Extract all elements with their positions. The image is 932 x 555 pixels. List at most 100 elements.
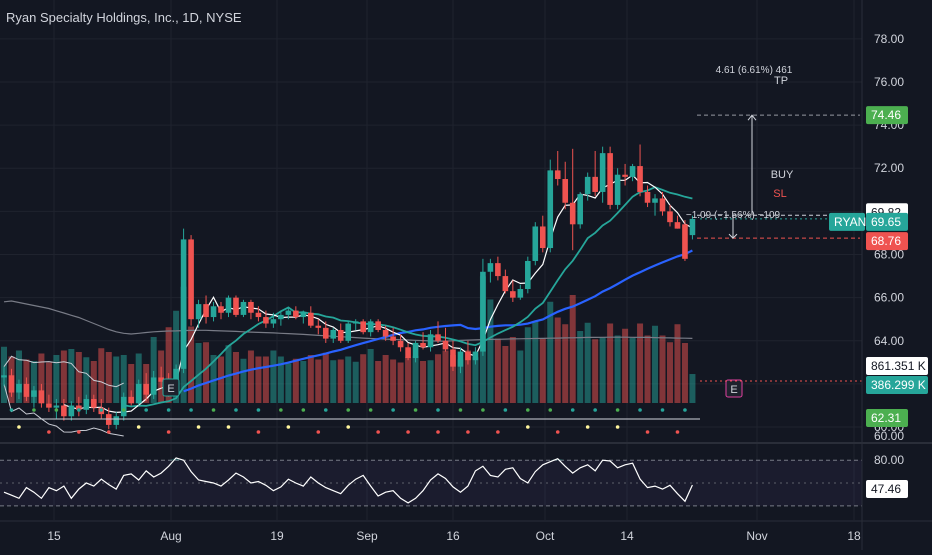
volume-bar [487, 299, 494, 403]
signal-dot [77, 430, 81, 434]
candle-body [637, 166, 643, 192]
pane-dividers [0, 442, 932, 522]
sl-label: SL [773, 188, 786, 200]
volume-bar [592, 339, 599, 403]
volume-bar [584, 322, 591, 403]
candle-body [517, 289, 524, 298]
candle-body [218, 306, 224, 313]
candle-body [76, 405, 82, 410]
signal-dot [570, 408, 575, 412]
volume-bar [225, 345, 232, 403]
volume-bar [75, 352, 82, 403]
candle-body [135, 383, 142, 404]
earnings-marker-upcoming[interactable]: E [725, 379, 743, 398]
candle-body [442, 340, 449, 350]
earnings-marker-aug[interactable]: E [162, 378, 180, 397]
signal-dot [166, 408, 171, 412]
candle-body [457, 351, 464, 367]
symbol-tag: RYAN [834, 215, 866, 229]
signal-dot [144, 408, 148, 412]
candle-body [23, 383, 30, 397]
volume-bar [427, 360, 434, 403]
volume-bar [442, 350, 449, 403]
candle-body [143, 383, 149, 395]
volume-bar [524, 327, 531, 403]
volume-bar [135, 353, 142, 403]
volume-bar [382, 355, 389, 403]
candle-body [577, 194, 583, 225]
volume-bar [614, 335, 621, 403]
signal-dot [106, 430, 111, 434]
candle-body [120, 396, 127, 417]
signal-dot [368, 408, 373, 412]
volume-bar [569, 295, 576, 403]
candle-body [652, 198, 658, 203]
candle-body [345, 323, 352, 341]
candle-body [278, 314, 284, 320]
volume-bar [622, 328, 629, 403]
candle-body [188, 239, 194, 320]
candle-body [495, 263, 501, 277]
candle-body [210, 306, 217, 318]
signal-dot [413, 408, 418, 412]
candle-body [195, 304, 202, 320]
volume-bar [292, 358, 299, 403]
oscillator-value-tag-bg [866, 480, 908, 498]
candle-body [31, 390, 37, 397]
candle-body [330, 330, 337, 339]
volume-bar [60, 350, 67, 403]
candle-body [450, 349, 456, 367]
sl-change-text: −1.09 (−1.56%) −109 [686, 210, 781, 221]
signal-dot [189, 408, 193, 412]
candle-body [427, 334, 434, 348]
signal-dot [436, 430, 440, 434]
signal-dot [548, 408, 553, 412]
candle-body [46, 403, 52, 408]
candle-body [465, 351, 471, 361]
candle-body [554, 170, 561, 180]
volume-bar [352, 361, 359, 403]
volume-bar [390, 359, 397, 403]
candle-body [128, 396, 135, 404]
time-tick-label: Aug [160, 529, 181, 543]
volume-bar [644, 335, 651, 403]
volume-bar [577, 331, 584, 403]
volume-bar [128, 364, 135, 403]
volume-bar [360, 354, 367, 403]
candle-body [83, 399, 90, 410]
candle-body [659, 198, 666, 212]
volume-bar [255, 356, 262, 403]
signal-dot [458, 408, 463, 412]
volume-bar [247, 350, 254, 403]
volume-bar [472, 357, 479, 403]
candle-body [569, 202, 576, 225]
symbol-price-tag-bg [866, 212, 908, 231]
signal-dot [211, 408, 216, 412]
candle-body [397, 340, 404, 348]
volume-bar [554, 317, 561, 403]
volume-bar [405, 357, 412, 403]
volume-bar [38, 353, 45, 403]
signal-dot [77, 408, 81, 412]
candle-body [502, 276, 509, 292]
volume-bar [517, 350, 524, 403]
time-axis[interactable]: 15 Aug 19 Sep 16 Oct 14 Nov 18 [47, 529, 861, 543]
candle-body [644, 191, 651, 203]
sl-price-tag-bg [866, 232, 908, 251]
candle-body [300, 312, 307, 318]
earnings-marker-label: E [730, 384, 737, 396]
sl-price-tag: 68.76 [871, 234, 901, 248]
candle-body [689, 218, 696, 236]
volume-bar [68, 349, 75, 403]
signal-dot [234, 408, 238, 412]
volume-bar [681, 343, 688, 403]
candle-body [158, 377, 164, 382]
volume-bar [53, 355, 60, 403]
signal-dot [526, 408, 530, 412]
tp-label: TP [774, 75, 788, 87]
volume-bar [532, 321, 539, 403]
volume-bar [210, 355, 217, 403]
volume-bar [262, 356, 269, 403]
volume-bar [300, 361, 307, 403]
